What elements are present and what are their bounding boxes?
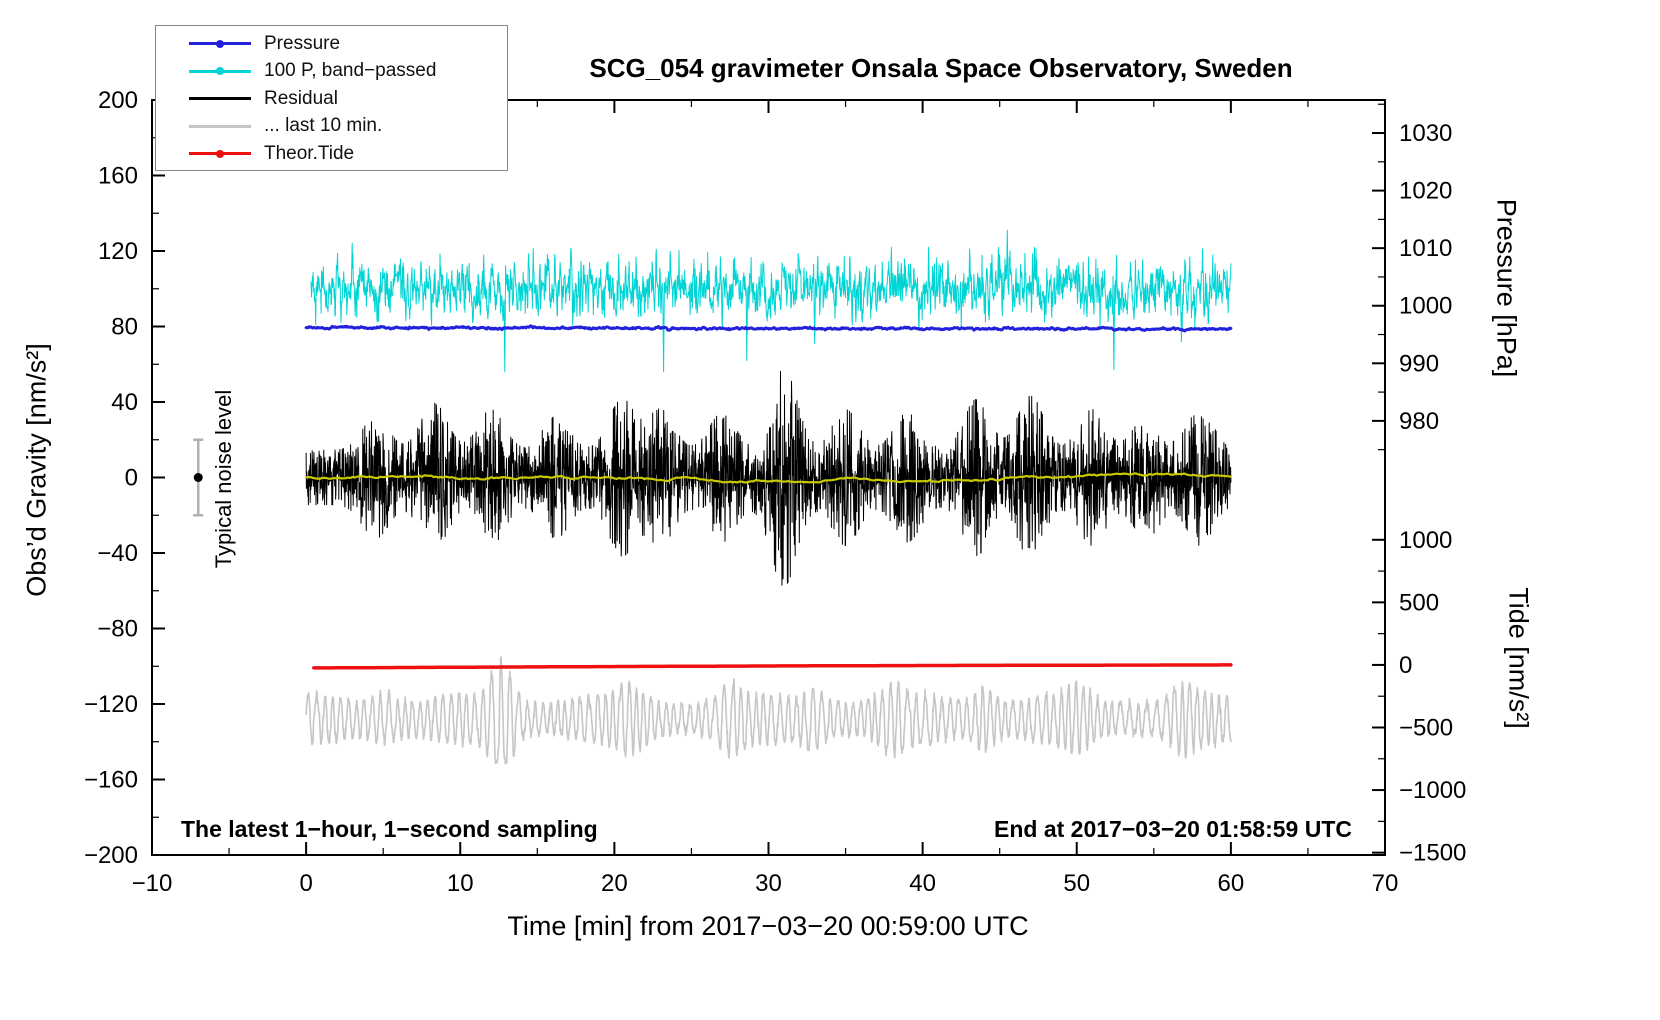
chart-title: SCG_054 gravimeter Onsala Space Observat… (589, 53, 1293, 83)
svg-text:20: 20 (601, 870, 628, 897)
svg-text:60: 60 (1218, 870, 1245, 897)
svg-text:1000: 1000 (1399, 527, 1452, 554)
legend-item-label: 100 P, band−passed (264, 60, 437, 82)
legend-item: ... last 10 min. (156, 113, 507, 141)
x-axis-label: Time [min] from 2017−03−20 00:59:00 UTC (507, 911, 1029, 941)
legend-items: Pressure 100 P, band−passed Residual ... la… (156, 30, 507, 168)
svg-text:1000: 1000 (1399, 293, 1452, 320)
legend-line-sample (189, 94, 251, 103)
legend-line-sample (189, 122, 251, 131)
series-tide (312, 663, 1233, 670)
y-axis-label-pressure: Pressure [hPa] (1491, 198, 1522, 378)
noise-level-marker (193, 438, 204, 517)
end-time-note: End at 2017−03−20 01:58:59 UTC (994, 816, 1352, 842)
svg-text:160: 160 (98, 163, 138, 190)
svg-text:50: 50 (1063, 870, 1090, 897)
legend-item-label: Theor.Tide (264, 142, 355, 164)
legend-item-label: ... last 10 min. (264, 115, 383, 137)
legend-marker-dot (216, 149, 224, 158)
svg-text:1010: 1010 (1399, 235, 1452, 262)
legend-marker-dot (216, 39, 224, 48)
svg-text:−500: −500 (1399, 714, 1453, 741)
legend-item: Pressure (156, 30, 507, 58)
series-smoothed (305, 472, 1232, 484)
svg-text:0: 0 (1399, 652, 1412, 679)
svg-text:0: 0 (299, 870, 312, 897)
svg-text:40: 40 (909, 870, 936, 897)
svg-text:−40: −40 (97, 540, 138, 567)
svg-text:80: 80 (111, 314, 138, 341)
svg-text:−200: −200 (84, 842, 138, 869)
svg-text:200: 200 (98, 87, 138, 114)
legend-item: 100 P, band−passed (156, 58, 507, 86)
svg-text:1030: 1030 (1399, 120, 1452, 147)
noise-level-label: Typical noise level (211, 389, 236, 569)
svg-text:980: 980 (1399, 408, 1439, 435)
svg-text:1020: 1020 (1399, 178, 1452, 205)
svg-text:70: 70 (1372, 870, 1399, 897)
svg-text:40: 40 (111, 389, 138, 416)
svg-text:−10: −10 (132, 870, 173, 897)
svg-text:120: 120 (98, 238, 138, 265)
legend-line-sample (189, 149, 251, 158)
legend-item: Residual (156, 85, 507, 113)
series-pressure (304, 324, 1233, 333)
svg-text:990: 990 (1399, 350, 1439, 377)
sampling-note: The latest 1−hour, 1−second sampling (181, 816, 598, 842)
y-axis-label-tide: Tide [nm/s²] (1503, 587, 1534, 729)
y-axis-label-gravity: Obs’d Gravity [nm/s²] (21, 343, 52, 597)
svg-text:−120: −120 (84, 691, 138, 718)
legend-line-sample (189, 39, 251, 48)
svg-text:−80: −80 (97, 616, 138, 643)
tick-labels: −10 0 10 20 30 40 50 60 70−200−160−120−80−400408… (84, 87, 1466, 897)
legend-marker-dot (216, 67, 224, 76)
svg-text:30: 30 (755, 870, 782, 897)
svg-text:−1500: −1500 (1399, 840, 1466, 867)
legend-item-label: Pressure (264, 32, 341, 54)
legend-item: Theor.Tide (156, 140, 507, 168)
legend-item-label: Residual (264, 87, 338, 109)
svg-text:10: 10 (447, 870, 474, 897)
legend-line-sample (189, 67, 251, 76)
series-bandpassed (310, 229, 1232, 373)
svg-text:−1000: −1000 (1399, 777, 1466, 804)
series-residual (305, 371, 1232, 586)
svg-text:−160: −160 (84, 767, 138, 794)
svg-text:500: 500 (1399, 589, 1439, 616)
svg-text:0: 0 (125, 465, 138, 492)
legend: Pressure 100 P, band−passed Residual ... la… (155, 25, 508, 171)
series-seismic (305, 656, 1232, 765)
